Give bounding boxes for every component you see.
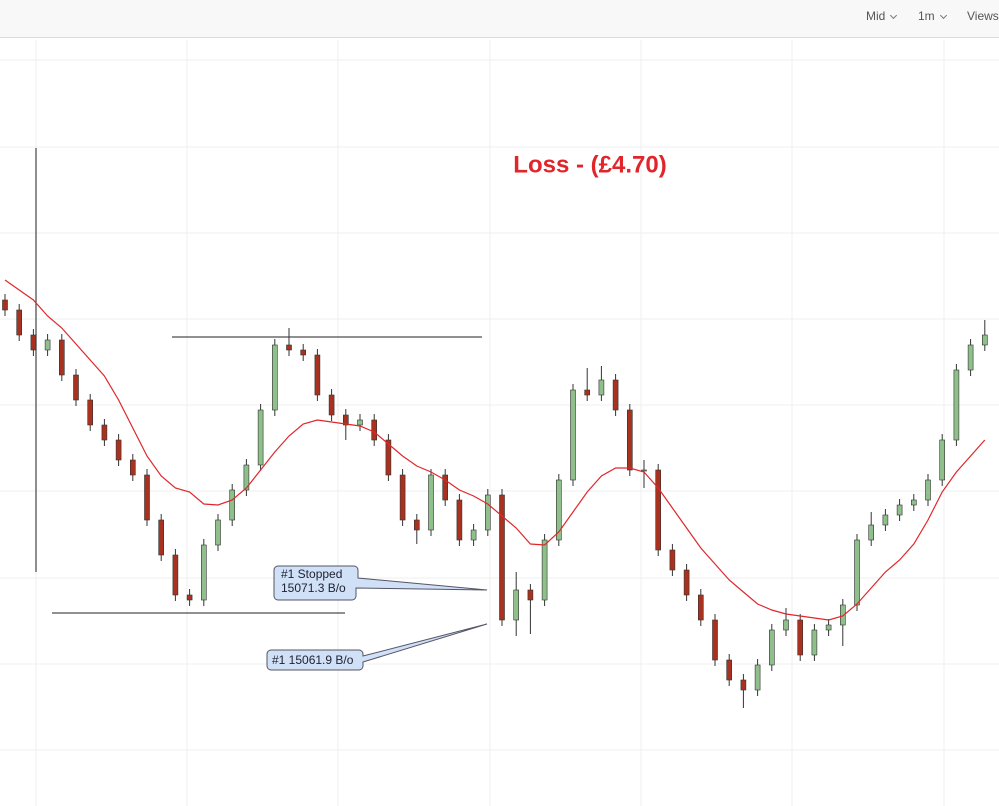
candle-body [868,524,875,541]
candle-body [314,354,321,396]
timeframe-button[interactable]: 1m [918,9,946,23]
candle-body [16,309,23,336]
candle-body [825,624,832,631]
candle-body [683,569,690,596]
candle-body [58,339,65,376]
candle-body [669,549,676,571]
candle-body [641,469,647,472]
candle-body [882,514,889,526]
moving-average [4,279,986,621]
candle-body [144,474,150,521]
candle-body [342,414,349,426]
candle-body [783,619,789,631]
candle-body [939,439,946,481]
candle-body [910,499,917,506]
candle-body [428,474,434,531]
candle-body [953,369,960,441]
candle-body [300,349,307,356]
candle-body [87,399,93,426]
candle-body [754,664,761,691]
candle-body [286,344,292,351]
candle-body [626,409,633,471]
candle-body [115,439,122,461]
candle-body [271,344,278,411]
candle-body [527,589,534,601]
candle-body [371,419,378,441]
callout-text: #1 Stopped [281,567,342,581]
candle-body [201,544,207,601]
candle-body [30,334,37,351]
callout-text: 15071.3 B/o [281,581,346,595]
callout-box [273,565,488,601]
candle-body [357,419,363,426]
candle-body [73,374,79,401]
callout-text: #1 15061.9 B/o [272,653,354,667]
views-button[interactable]: Views [967,9,999,23]
candle-body [484,494,491,531]
callout-box [266,623,488,671]
candle-body [442,474,449,501]
candle-body [541,539,548,601]
candle-body [101,424,108,441]
candle-body [215,519,221,546]
grid [0,40,999,806]
candle-body [229,489,235,521]
candle-body [385,439,392,476]
candle-body [499,494,505,621]
loss-annotation: Loss - (£4.70) [513,151,666,178]
candle-body [839,604,846,626]
candle-body [257,409,264,466]
candle-body [513,589,520,621]
candle-body [44,339,51,351]
candle-body [555,479,562,541]
candle-body [172,554,179,596]
candle-body [712,619,718,661]
candle-body [697,594,704,621]
candle-body [584,389,591,396]
candle-body [186,594,193,601]
candle-body [598,379,605,396]
candle-body [967,344,974,371]
candle-body [130,459,136,476]
candle-body [570,389,576,481]
candle-body [768,629,775,666]
candle-body [399,474,406,521]
candle-body [470,529,477,541]
candle-body [158,519,164,556]
candle-body [896,504,903,516]
candle-body [854,539,860,606]
candle-body [243,464,250,491]
candle-body [726,659,733,681]
candle-body [655,469,662,551]
candle-body [2,299,8,311]
candle-body [811,629,818,656]
candle-body [456,499,463,541]
mid-button[interactable]: Mid [866,9,896,23]
candle-body [797,619,804,656]
candle-body [981,334,988,346]
candle-body [328,394,335,416]
candle-body [612,379,619,411]
candle-body [413,519,420,531]
toolbar: Mid 1m Views [0,0,999,38]
candle-body [925,479,931,501]
candle-body [740,679,747,691]
